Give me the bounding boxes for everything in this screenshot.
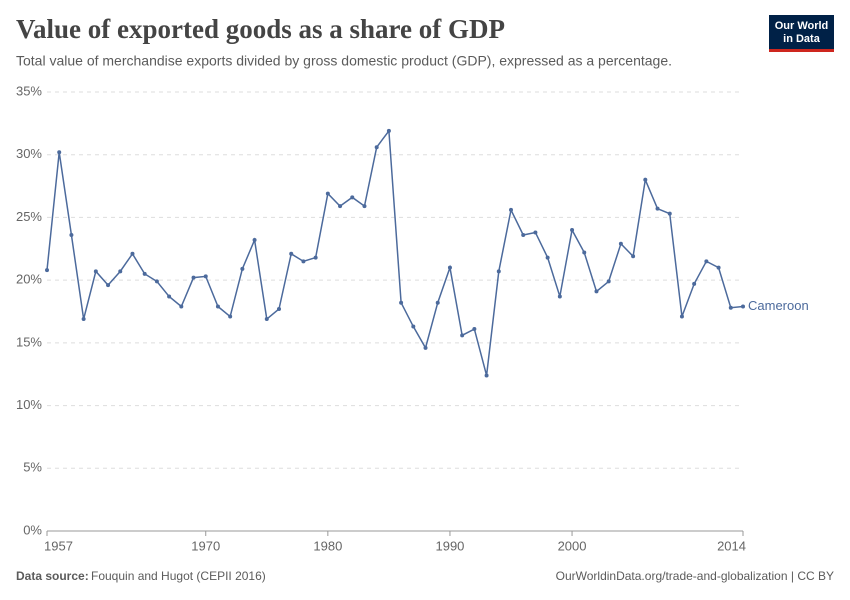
y-tick-label: 15% (16, 334, 42, 349)
point (423, 345, 428, 350)
point (325, 191, 330, 196)
logo-text: in Data (783, 33, 821, 45)
logo[interactable]: Our World in Data (769, 15, 834, 52)
point (509, 207, 513, 212)
point (167, 294, 172, 299)
logo-box (769, 15, 834, 49)
x-tick-label: 2014 (717, 538, 746, 553)
x-tick-label: 1980 (313, 538, 342, 553)
point (215, 304, 220, 309)
point (252, 238, 257, 243)
point (545, 255, 550, 260)
y-tick-label: 25% (16, 209, 42, 224)
point (93, 269, 98, 274)
point (277, 306, 281, 311)
point (374, 145, 379, 150)
x-tick-label: 1970 (191, 538, 220, 553)
point (81, 317, 86, 322)
source-label: Data source: (16, 569, 89, 583)
point (228, 314, 233, 319)
point (667, 211, 672, 216)
x-tick-label: 1957 (44, 538, 73, 553)
point (435, 300, 440, 305)
point (130, 251, 135, 256)
chart-subtitle: Total value of merchandise exports divid… (16, 53, 672, 69)
point (240, 266, 245, 271)
point (350, 195, 355, 200)
point (118, 269, 123, 274)
point (362, 204, 367, 209)
x-tick-label: 2000 (558, 538, 587, 553)
point (741, 304, 745, 309)
point (386, 128, 391, 133)
point (203, 274, 208, 279)
y-tick-label: 0% (23, 522, 42, 537)
point (411, 324, 416, 329)
point (313, 255, 318, 260)
point (289, 251, 294, 256)
point (557, 294, 562, 299)
logo-text: Our World (775, 20, 829, 32)
point (716, 265, 721, 270)
y-tick-label: 35% (16, 83, 42, 98)
point (69, 232, 74, 237)
point (338, 204, 343, 209)
point (594, 289, 599, 294)
url-license[interactable]: OurWorldinData.org/trade-and-globalizati… (556, 569, 834, 583)
point (570, 227, 575, 232)
point (679, 314, 684, 319)
point (704, 259, 709, 264)
point (301, 259, 306, 264)
source: Fouquin and Hugot (CEPII 2016) (91, 569, 266, 583)
point (496, 269, 501, 274)
point (618, 241, 623, 246)
point (521, 232, 526, 237)
point (728, 305, 733, 310)
point (533, 230, 538, 235)
point (643, 177, 648, 182)
x-tick-label: 1990 (435, 538, 464, 553)
y-tick-label: 5% (23, 460, 42, 475)
logo-stripe (769, 49, 834, 52)
line (46, 128, 744, 376)
point (154, 279, 159, 284)
point (447, 265, 452, 270)
point (399, 300, 404, 305)
point (582, 250, 587, 255)
chart-title: Value of exported goods as a share of GD… (16, 14, 505, 44)
point (191, 275, 196, 280)
y-tick-label: 10% (16, 397, 42, 412)
y-tick-label: 20% (16, 272, 42, 287)
point (692, 281, 697, 286)
point (472, 327, 477, 332)
point (45, 268, 49, 273)
point (142, 271, 147, 276)
point (57, 150, 62, 155)
point (484, 373, 489, 378)
point (606, 279, 611, 284)
point (655, 206, 660, 211)
y-tick-label: 30% (16, 146, 42, 161)
series-label: Cameroon (748, 298, 809, 313)
point (460, 333, 465, 338)
point (264, 317, 269, 322)
point (631, 254, 636, 259)
point (179, 304, 184, 309)
point (106, 283, 111, 288)
